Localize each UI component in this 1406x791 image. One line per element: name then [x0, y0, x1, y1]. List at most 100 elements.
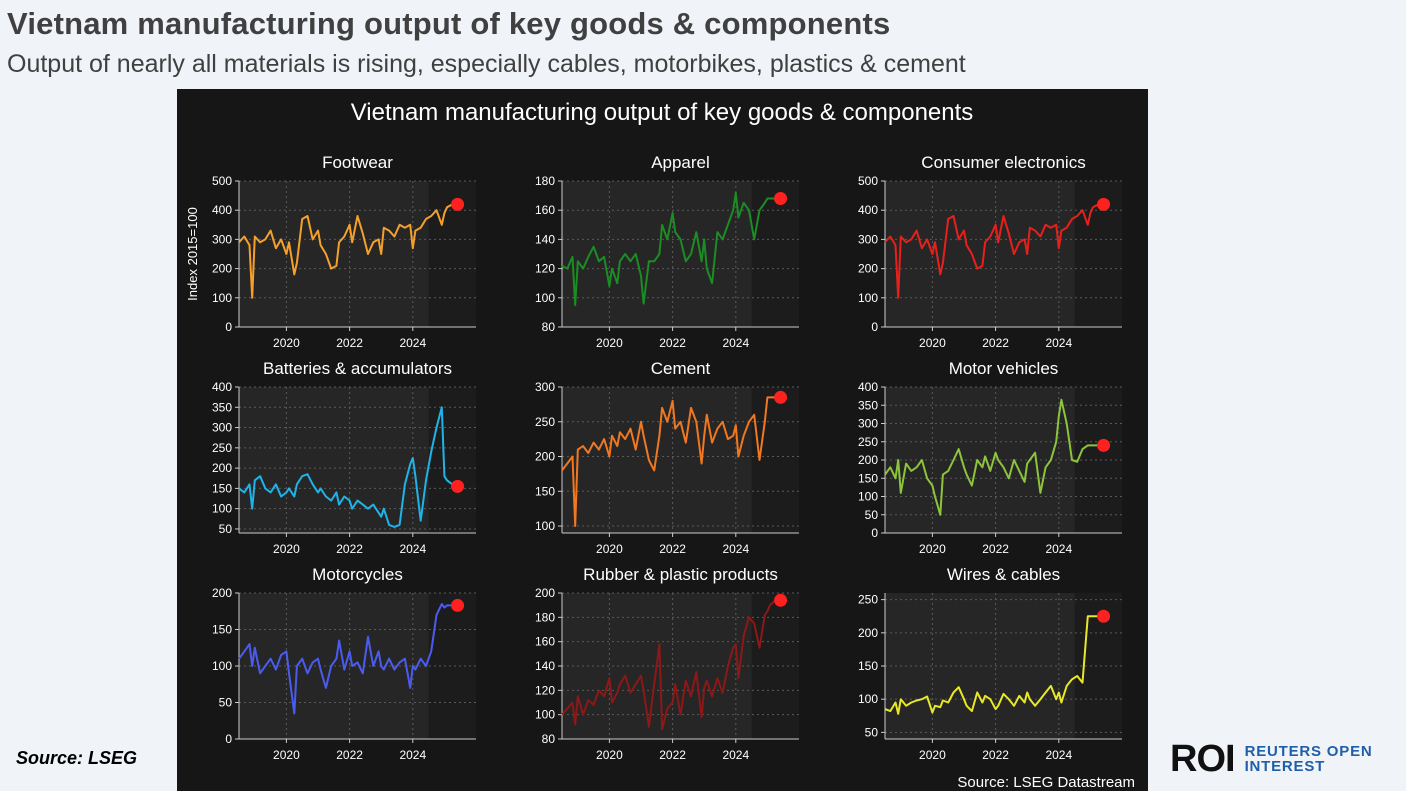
- x-tick-label: 2020: [596, 748, 623, 762]
- page-subtitle: Output of nearly all materials is rising…: [7, 50, 966, 78]
- subplot-title: Footwear: [322, 153, 393, 172]
- y-tick-label: 80: [542, 320, 556, 334]
- y-tick-label: 0: [871, 526, 878, 540]
- logo-line2: INTEREST: [1244, 758, 1326, 775]
- x-tick-label: 2024: [399, 748, 426, 762]
- x-tick-label: 2024: [1045, 336, 1072, 350]
- chart-svg: Vietnam manufacturing output of key good…: [185, 99, 1135, 791]
- x-tick-label: 2020: [596, 542, 623, 556]
- latest-value-marker: [451, 479, 465, 493]
- y-tick-label: 180: [535, 174, 555, 188]
- y-axis-label: Index 2015=100: [185, 207, 200, 301]
- source-label: Source: LSEG: [16, 748, 138, 768]
- y-tick-label: 200: [535, 586, 555, 600]
- y-tick-label: 100: [212, 502, 232, 516]
- y-tick-label: 0: [225, 320, 232, 334]
- x-tick-label: 2022: [659, 542, 686, 556]
- x-tick-label: 2020: [273, 542, 300, 556]
- latest-value-marker: [451, 197, 465, 211]
- y-tick-label: 80: [542, 732, 556, 746]
- y-tick-label: 200: [858, 453, 878, 467]
- y-tick-label: 50: [865, 508, 879, 522]
- x-tick-label: 2020: [919, 336, 946, 350]
- y-tick-label: 120: [535, 262, 555, 276]
- y-tick-label: 350: [858, 398, 878, 412]
- y-tick-label: 120: [535, 683, 555, 697]
- chart-panel: Vietnam manufacturing output of key good…: [177, 89, 1148, 791]
- y-tick-label: 150: [212, 623, 232, 637]
- y-tick-label: 50: [865, 725, 879, 739]
- y-tick-label: 200: [535, 450, 555, 464]
- y-tick-label: 150: [858, 471, 878, 485]
- y-tick-label: 50: [219, 522, 233, 536]
- series-line: [561, 396, 781, 527]
- y-tick-label: 0: [871, 320, 878, 334]
- chart-source-note: Source: LSEG Datastream: [957, 774, 1135, 791]
- y-tick-label: 250: [858, 593, 878, 607]
- subplot-title: Cement: [651, 359, 711, 378]
- latest-value-marker: [1097, 197, 1111, 211]
- y-tick-label: 100: [858, 291, 878, 305]
- x-tick-label: 2022: [982, 336, 1009, 350]
- y-tick-label: 400: [858, 203, 878, 217]
- x-tick-label: 2024: [399, 336, 426, 350]
- y-tick-label: 400: [212, 203, 232, 217]
- y-tick-label: 300: [858, 417, 878, 431]
- y-tick-label: 50: [219, 696, 233, 710]
- y-tick-label: 300: [535, 380, 555, 394]
- y-tick-label: 100: [535, 708, 555, 722]
- subplot-shade: [885, 181, 1075, 327]
- x-tick-label: 2024: [722, 748, 749, 762]
- y-tick-label: 300: [212, 232, 232, 246]
- x-tick-label: 2024: [1045, 748, 1072, 762]
- series-line: [884, 203, 1104, 299]
- y-tick-label: 200: [212, 586, 232, 600]
- y-tick-label: 500: [212, 174, 232, 188]
- y-tick-label: 200: [212, 262, 232, 276]
- series-line: [238, 203, 458, 299]
- series-line: [561, 191, 781, 307]
- y-tick-label: 150: [212, 481, 232, 495]
- y-tick-label: 140: [535, 659, 555, 673]
- y-tick-label: 0: [225, 732, 232, 746]
- x-tick-label: 2022: [659, 748, 686, 762]
- y-tick-label: 400: [858, 380, 878, 394]
- y-tick-label: 100: [858, 490, 878, 504]
- x-tick-label: 2022: [336, 748, 363, 762]
- y-tick-label: 300: [858, 232, 878, 246]
- x-tick-label: 2022: [982, 748, 1009, 762]
- subplot-shade: [239, 181, 429, 327]
- y-tick-label: 150: [535, 484, 555, 498]
- series-line: [884, 398, 1104, 516]
- y-tick-label: 100: [535, 519, 555, 533]
- x-tick-label: 2024: [399, 542, 426, 556]
- x-tick-label: 2024: [1045, 542, 1072, 556]
- latest-value-marker: [1097, 438, 1111, 452]
- logo-line1: REUTERS OPEN: [1244, 743, 1373, 760]
- latest-value-marker: [774, 390, 788, 404]
- series-line: [238, 603, 458, 715]
- y-tick-label: 200: [212, 461, 232, 475]
- x-tick-label: 2022: [336, 336, 363, 350]
- subplot-title: Wires & cables: [947, 565, 1060, 584]
- y-tick-label: 250: [535, 415, 555, 429]
- page-title: Vietnam manufacturing output of key good…: [7, 6, 891, 41]
- y-tick-label: 160: [535, 203, 555, 217]
- subplot-shade: [562, 387, 752, 533]
- y-tick-label: 400: [212, 380, 232, 394]
- latest-value-marker: [451, 598, 465, 612]
- subplot-title: Rubber & plastic products: [583, 565, 778, 584]
- subplot-title: Apparel: [651, 153, 710, 172]
- y-tick-label: 100: [212, 291, 232, 305]
- y-tick-label: 140: [535, 232, 555, 246]
- y-tick-label: 150: [858, 659, 878, 673]
- y-tick-label: 200: [858, 626, 878, 640]
- subplot-shade: [562, 181, 752, 327]
- y-tick-label: 300: [212, 421, 232, 435]
- y-tick-label: 100: [858, 692, 878, 706]
- y-tick-label: 500: [858, 174, 878, 188]
- subplot-title: Consumer electronics: [921, 153, 1085, 172]
- series-line: [561, 599, 781, 731]
- y-tick-label: 250: [858, 435, 878, 449]
- y-tick-label: 250: [212, 441, 232, 455]
